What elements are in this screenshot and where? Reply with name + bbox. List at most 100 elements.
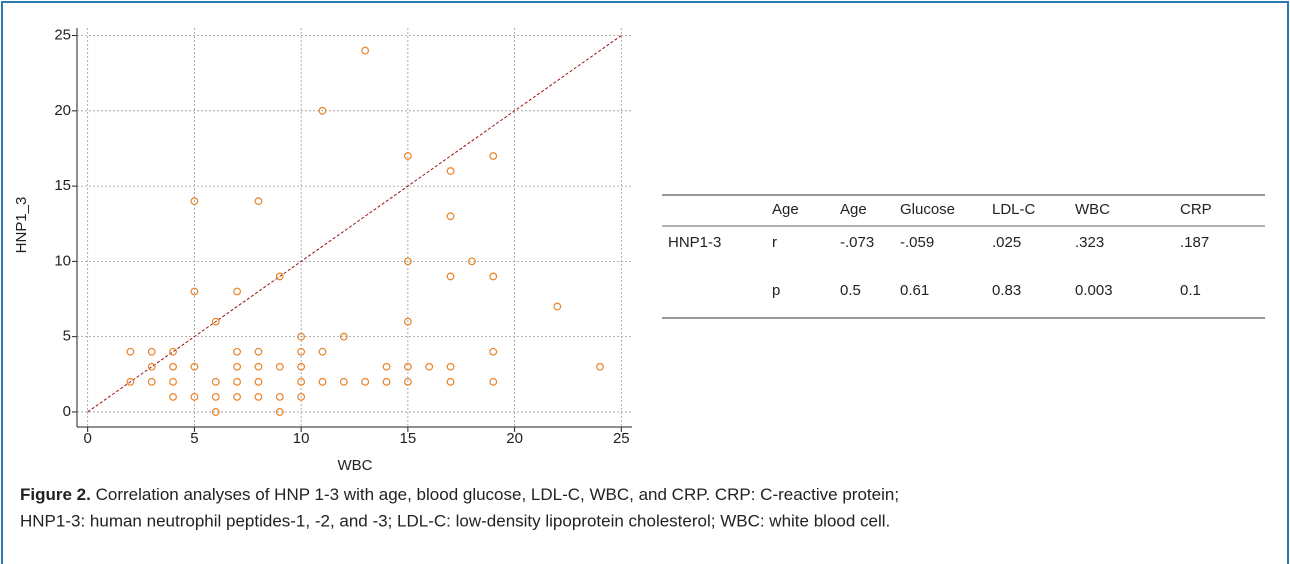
point (233, 377, 241, 386)
column-header: LDL-C (992, 201, 1036, 218)
point (147, 362, 156, 371)
x-tick-label: 10 (293, 430, 310, 447)
table-cell: .025 (992, 234, 1021, 251)
caption-text: Correlation analyses of HNP 1-3 with age… (96, 485, 899, 504)
caption-label: Figure 2. (20, 485, 91, 504)
point (190, 362, 199, 371)
point (297, 377, 306, 386)
point (553, 302, 562, 311)
point (147, 347, 156, 356)
point (275, 272, 284, 281)
table-cell: p (772, 282, 780, 299)
caption-text: HNP1-3: human neutrophil peptides-1, -2,… (20, 511, 890, 530)
point (126, 347, 135, 356)
point (275, 408, 284, 416)
point (211, 408, 220, 416)
point (233, 392, 241, 401)
y-tick-label: 15 (54, 177, 71, 194)
point (596, 362, 604, 371)
y-tick-label: 0 (63, 403, 71, 420)
point (318, 377, 327, 386)
point (339, 332, 348, 341)
point (147, 377, 156, 386)
x-tick-label: 25 (613, 430, 630, 447)
table-cell: -.059 (900, 234, 934, 251)
table-cell: 0.5 (840, 282, 861, 299)
point (489, 272, 498, 281)
point (297, 362, 306, 371)
point (233, 362, 241, 371)
point (339, 377, 348, 386)
point (446, 212, 455, 221)
point (318, 347, 327, 356)
column-header: Age (772, 201, 799, 218)
y-tick-label: 20 (54, 102, 71, 119)
point (446, 362, 455, 371)
point (190, 197, 199, 206)
table-cell: 0.003 (1075, 282, 1113, 299)
point (254, 392, 263, 401)
point (169, 362, 177, 371)
table-cell: -.073 (840, 234, 874, 251)
y-tick-label: 10 (54, 252, 71, 269)
column-header: CRP (1180, 201, 1212, 218)
point (446, 377, 455, 386)
point (211, 377, 220, 386)
point (361, 377, 370, 386)
column-header: Glucose (900, 201, 955, 218)
x-tick-label: 15 (400, 430, 417, 447)
point (297, 392, 306, 401)
point (233, 287, 241, 296)
point (403, 377, 412, 386)
point (254, 362, 263, 371)
point (382, 377, 391, 386)
y-axis-label: HNP1_3 (13, 197, 30, 254)
x-axis-label: WBC (338, 457, 373, 474)
point (403, 317, 412, 326)
point (382, 362, 391, 371)
y-tick-label: 25 (54, 26, 71, 43)
table-cell: 0.1 (1180, 282, 1201, 299)
point (169, 377, 177, 386)
column-header: Age (840, 201, 867, 218)
point (403, 257, 412, 266)
column-header: WBC (1075, 201, 1110, 218)
point (297, 347, 306, 356)
point (489, 377, 498, 386)
caption-line: Figure 2. Correlation analyses of HNP 1-… (20, 485, 899, 504)
point (425, 362, 434, 371)
point (233, 347, 241, 356)
table-cell: .187 (1180, 234, 1209, 251)
point (403, 152, 412, 160)
point (190, 392, 199, 401)
point (169, 392, 177, 401)
point (275, 392, 284, 401)
point (126, 377, 135, 386)
point (446, 167, 455, 175)
x-tick-label: 20 (506, 430, 523, 447)
table-cell: 0.83 (992, 282, 1021, 299)
table-cell: .323 (1075, 234, 1104, 251)
point (169, 347, 177, 356)
identity-line (87, 35, 622, 413)
point (190, 287, 199, 296)
row-label: HNP1-3 (668, 234, 721, 251)
point (254, 377, 263, 386)
point (468, 257, 476, 266)
table-cell: r (772, 234, 777, 251)
point (361, 46, 370, 55)
point (211, 392, 220, 401)
point (446, 272, 455, 281)
point (211, 317, 220, 326)
point (297, 332, 306, 341)
x-tick-label: 0 (84, 430, 92, 447)
point (254, 197, 263, 206)
y-tick-label: 5 (63, 328, 71, 345)
x-tick-label: 5 (190, 430, 198, 447)
point (403, 362, 412, 371)
point (489, 152, 498, 160)
point (275, 362, 284, 371)
